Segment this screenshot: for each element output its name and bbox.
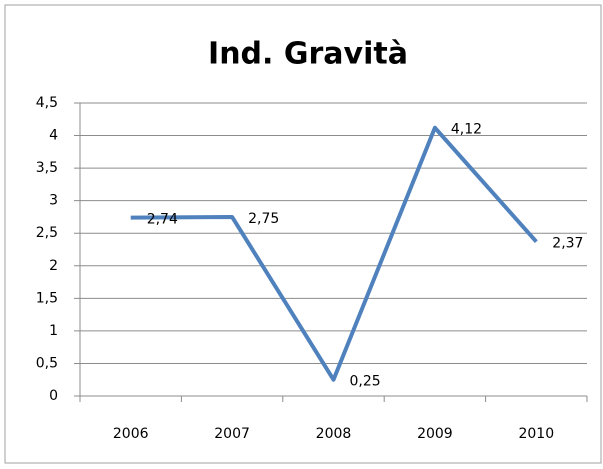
y-tick-label: 4: [49, 128, 58, 144]
y-tick-label: 0,5: [36, 355, 58, 371]
y-tick-label: 1,5: [36, 290, 58, 306]
data-label: 2,74: [147, 212, 178, 228]
data-label: 2,75: [248, 211, 279, 227]
y-tick-label: 2: [49, 258, 58, 274]
data-label: 2,37: [552, 236, 583, 252]
chart-border: [4, 4, 602, 464]
x-tick-label: 2010: [518, 426, 554, 442]
y-tick-label: 3,5: [36, 160, 58, 176]
y-tick-label: 1: [49, 323, 58, 339]
y-tick-label: 3: [49, 193, 58, 209]
line-series: [130, 125, 538, 382]
y-tick-label: 0: [49, 388, 58, 404]
x-tick-label: 2008: [316, 426, 352, 442]
x-tick-label: 2007: [214, 426, 250, 442]
data-label: 4,12: [451, 122, 482, 138]
data-label: 0,25: [350, 374, 381, 390]
y-tick-label: 4,5: [36, 95, 58, 111]
chart-title: Ind. Gravità: [208, 37, 408, 72]
x-tick-label: 2009: [417, 426, 453, 442]
x-tick-label: 2006: [113, 426, 149, 442]
y-tick-label: 2,5: [36, 225, 58, 241]
